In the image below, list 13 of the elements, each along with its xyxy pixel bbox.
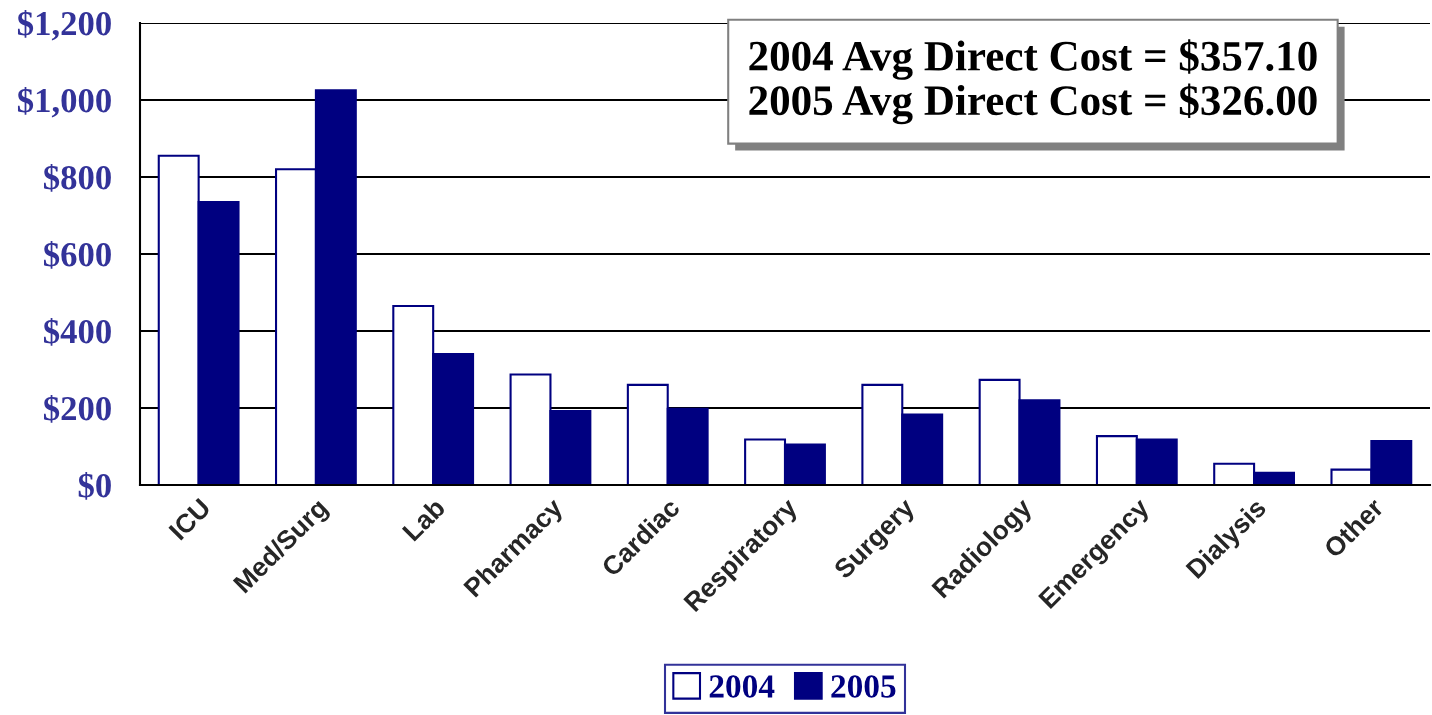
- x-tick-label: ICU: [168, 497, 212, 541]
- y-tick-label: $0: [78, 471, 111, 500]
- legend-label: 2005: [831, 675, 896, 698]
- annotation: 2004 Avg Direct Cost = $357.10: [749, 39, 1317, 80]
- annotation: 2005 Avg Direct Cost = $326.00: [749, 83, 1317, 125]
- y-tick-label: $1,200: [17, 9, 111, 41]
- y-tick-label: $200: [44, 394, 111, 423]
- legend-label: 2004: [709, 675, 775, 698]
- x-tick-label: Lab: [401, 496, 447, 542]
- y-tick-label: $400: [44, 317, 111, 346]
- y-tick-label: $600: [44, 240, 111, 269]
- y-tick-label: $1,000: [17, 86, 111, 118]
- y-tick-label: $800: [44, 163, 111, 192]
